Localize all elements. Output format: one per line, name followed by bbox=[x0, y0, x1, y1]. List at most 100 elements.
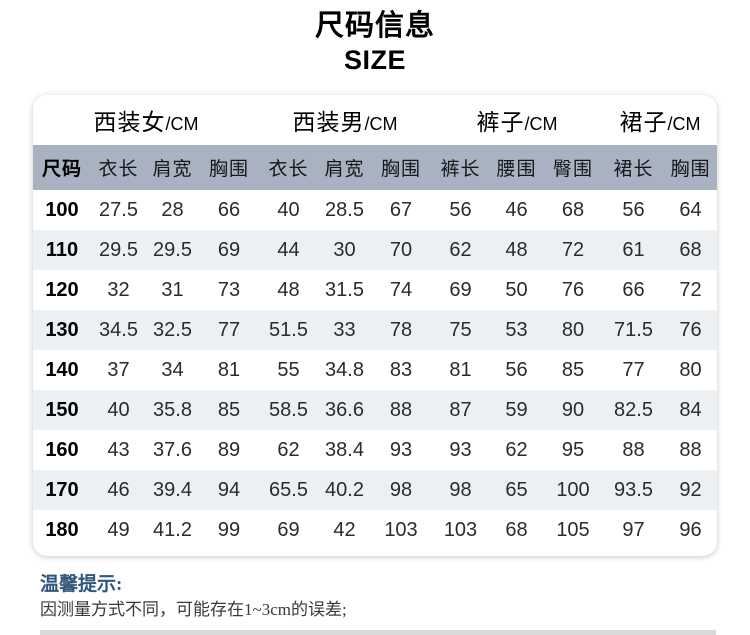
value-cell: 94 bbox=[199, 470, 259, 510]
column-header-cell: 肩宽 bbox=[318, 145, 371, 190]
value-cell: 96 bbox=[679, 518, 702, 541]
tips-section: 温馨提示: 因测量方式不同，可能存在1~3cm的误差; bbox=[40, 572, 347, 622]
value-cell: 46 bbox=[505, 198, 528, 221]
value-cell: 31.5 bbox=[325, 278, 364, 301]
value-cell: 40 bbox=[277, 198, 300, 221]
value-cell: 27.5 bbox=[99, 198, 138, 221]
value-cell: 85 bbox=[199, 390, 259, 430]
table-row: 130 34.5 32.5 77 51.5 33 78 75 53 80 71.5 76 bbox=[33, 310, 717, 350]
group-header-cell: 西装男/CM bbox=[259, 95, 431, 145]
value-cell: 77 bbox=[622, 358, 645, 381]
value-cell: 88 bbox=[622, 438, 645, 461]
table-row: 150 40 35.8 85 58.5 36.6 88 87 59 90 82.5 84 bbox=[33, 390, 717, 430]
column-header-cell: 肩宽 bbox=[146, 145, 199, 190]
page-title-cn: 尺码信息 bbox=[314, 10, 435, 42]
value-cell: 71.5 bbox=[603, 310, 664, 350]
value-cell: 32.5 bbox=[146, 310, 199, 350]
column-header-cell: 衣长 bbox=[91, 145, 146, 190]
value-cell: 67 bbox=[389, 198, 413, 221]
value-cell: 98 bbox=[371, 470, 431, 510]
value-cell: 68 bbox=[561, 198, 585, 221]
value-cell: 93.5 bbox=[603, 470, 664, 510]
value-cell: 69 bbox=[199, 230, 259, 270]
value-cell: 56 bbox=[449, 198, 472, 221]
value-cell: 74 bbox=[389, 278, 413, 301]
value-cell: 64 bbox=[679, 198, 702, 221]
value-cell: 99 bbox=[217, 518, 241, 541]
value-cell: 44 bbox=[259, 230, 318, 270]
value-cell: 69 bbox=[277, 518, 300, 541]
group-header-cell: 裤子/CM bbox=[431, 95, 603, 145]
tips-line: 因测量方式不同，可能存在1~3cm的误差; bbox=[40, 600, 347, 619]
value-cell: 59 bbox=[490, 390, 543, 430]
column-header-cell: 胸围 bbox=[664, 145, 717, 190]
value-cell: 69 bbox=[449, 278, 472, 301]
value-cell: 48 bbox=[490, 230, 543, 270]
value-cell: 66 bbox=[622, 278, 645, 301]
value-cell: 30 bbox=[318, 230, 371, 270]
column-header-cell: 臀围 bbox=[543, 145, 603, 190]
value-cell: 34.5 bbox=[91, 310, 146, 350]
value-cell: 83 bbox=[389, 358, 413, 381]
value-cell: 77 bbox=[199, 310, 259, 350]
value-cell: 93 bbox=[449, 438, 472, 461]
value-cell: 97 bbox=[622, 518, 645, 541]
value-cell: 70 bbox=[371, 230, 431, 270]
column-header-cell: 衣长 bbox=[259, 145, 318, 190]
table-row: 110 29.5 29.5 69 44 30 70 62 48 72 61 68 bbox=[33, 230, 717, 270]
size-table-card: 西装女/CM 西装男/CM 裤子/CM 裙子/CM 尺码 衣长 肩宽 胸围 衣长 肩宽 胸围 裤长 腰围… bbox=[33, 95, 717, 556]
table-row: 180 49 41.2 99 69 42 103 103 68 105 97 96 bbox=[33, 510, 717, 550]
value-cell: 28 bbox=[161, 198, 184, 221]
size-cell: 180 bbox=[45, 518, 79, 541]
table-row: 120 32 31 73 48 31.5 74 69 50 76 66 72 bbox=[33, 270, 717, 310]
group-unit: /CM bbox=[667, 114, 701, 134]
value-cell: 76 bbox=[561, 278, 585, 301]
group-unit: /CM bbox=[165, 114, 199, 134]
value-cell: 53 bbox=[490, 310, 543, 350]
value-cell: 73 bbox=[217, 278, 241, 301]
group-name: 裙子 bbox=[619, 109, 668, 135]
value-cell: 40.2 bbox=[318, 470, 371, 510]
column-header-cell: 尺码 bbox=[33, 145, 91, 190]
size-cell: 130 bbox=[33, 310, 91, 350]
value-cell: 50 bbox=[505, 278, 528, 301]
value-cell: 103 bbox=[443, 518, 478, 541]
column-header-row: 尺码 衣长 肩宽 胸围 衣长 肩宽 胸围 裤长 腰围 臀围 裙长 胸围 bbox=[33, 145, 717, 190]
value-cell: 37.6 bbox=[153, 438, 192, 461]
group-unit: /CM bbox=[364, 114, 398, 134]
value-cell: 62 bbox=[505, 438, 528, 461]
value-cell: 49 bbox=[107, 518, 130, 541]
value-cell: 85 bbox=[561, 358, 585, 381]
tips-title: 温馨提示: bbox=[40, 574, 123, 595]
value-cell: 90 bbox=[543, 390, 603, 430]
group-unit: /CM bbox=[524, 114, 558, 134]
value-cell: 38.4 bbox=[325, 438, 364, 461]
value-cell: 76 bbox=[664, 310, 717, 350]
value-cell: 81 bbox=[449, 358, 472, 381]
value-cell: 34 bbox=[161, 358, 184, 381]
size-cell: 110 bbox=[33, 230, 91, 270]
value-cell: 62 bbox=[431, 230, 490, 270]
value-cell: 40 bbox=[91, 390, 146, 430]
group-name: 西装男 bbox=[292, 109, 365, 135]
value-cell: 56 bbox=[622, 198, 645, 221]
value-cell: 41.2 bbox=[153, 518, 192, 541]
column-header-cell: 裙长 bbox=[603, 145, 664, 190]
value-cell: 65 bbox=[490, 470, 543, 510]
value-cell: 28.5 bbox=[325, 198, 364, 221]
value-cell: 34.8 bbox=[325, 358, 364, 381]
group-header-row: 西装女/CM 西装男/CM 裤子/CM 裙子/CM bbox=[33, 95, 717, 145]
value-cell: 80 bbox=[543, 310, 603, 350]
value-cell: 68 bbox=[505, 518, 528, 541]
value-cell: 75 bbox=[431, 310, 490, 350]
size-cell: 150 bbox=[33, 390, 91, 430]
value-cell: 103 bbox=[384, 518, 418, 541]
table-row: 100 27.5 28 66 40 28.5 67 56 46 68 56 64 bbox=[33, 190, 717, 230]
value-cell: 66 bbox=[217, 198, 241, 221]
value-cell: 95 bbox=[561, 438, 585, 461]
page-header: 尺码信息 SIZE bbox=[0, 8, 750, 76]
value-cell: 46 bbox=[91, 470, 146, 510]
value-cell: 29.5 bbox=[91, 230, 146, 270]
value-cell: 33 bbox=[318, 310, 371, 350]
value-cell: 62 bbox=[277, 438, 300, 461]
